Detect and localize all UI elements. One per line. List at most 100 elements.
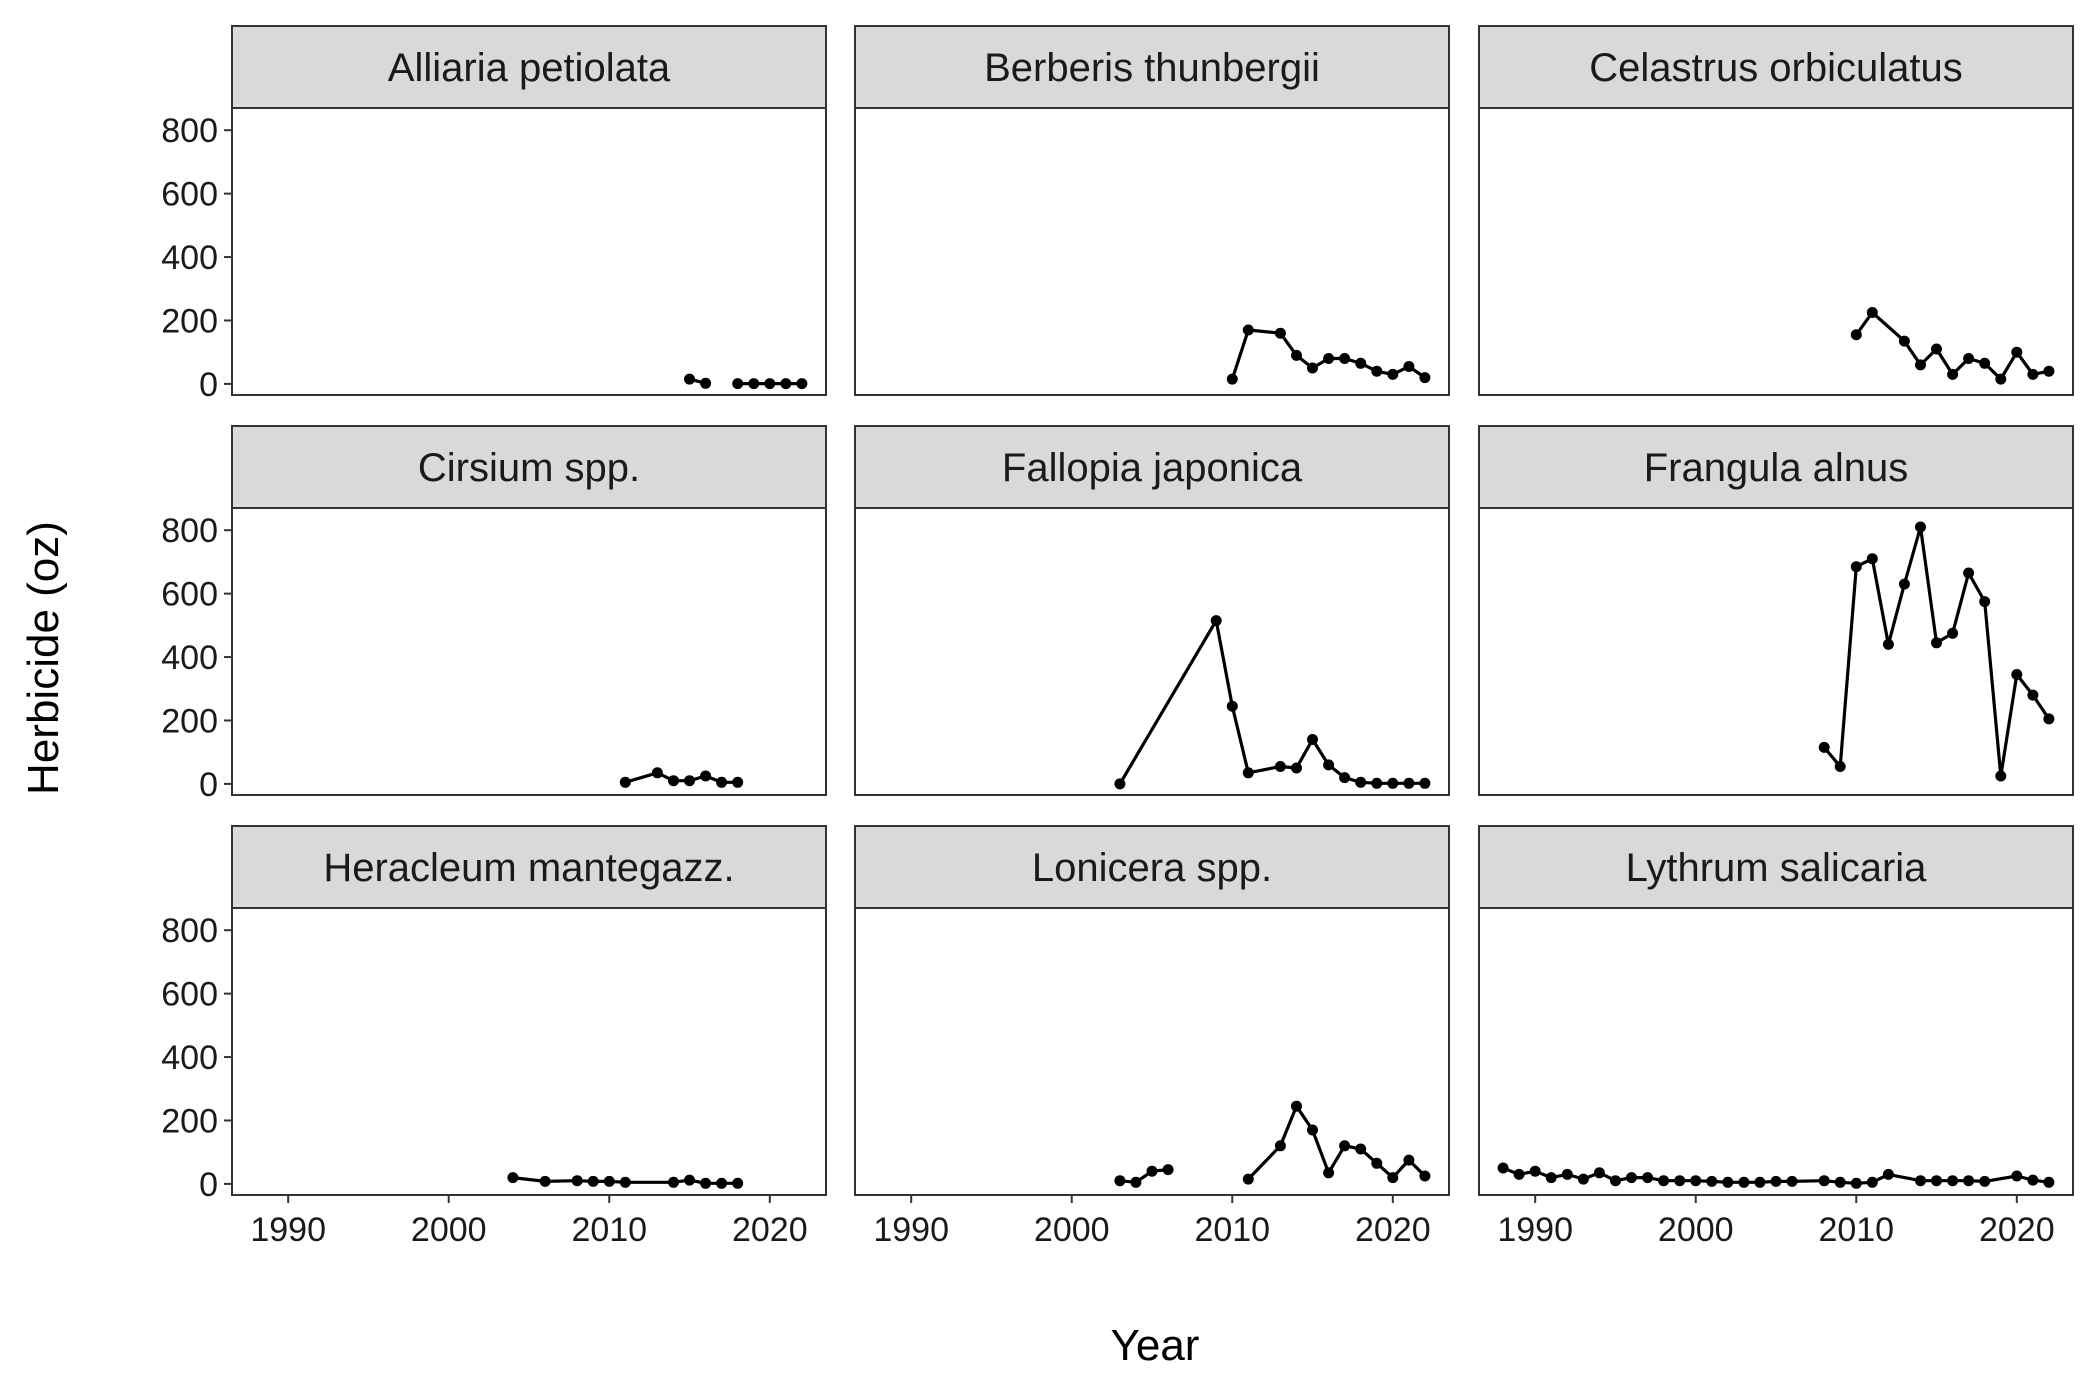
data-point	[1545, 1172, 1557, 1184]
data-point	[1882, 1168, 1894, 1180]
panel-frame	[231, 507, 827, 796]
panel-frame	[1478, 507, 2074, 796]
data-point	[1419, 1170, 1431, 1182]
data-point	[1242, 1173, 1254, 1185]
data-point	[1674, 1175, 1686, 1187]
data-point	[668, 1176, 679, 1188]
x-tick-label: 1990	[1497, 1211, 1573, 1249]
data-point	[1850, 1177, 1862, 1189]
data-point	[1898, 335, 1910, 347]
data-point	[1979, 596, 1991, 608]
y-tick-label: 400	[161, 639, 218, 677]
data-point	[1915, 521, 1926, 533]
data-point	[796, 378, 808, 390]
data-point	[1242, 324, 1254, 336]
panel-title: Heracleum mantegazz.	[323, 846, 734, 890]
data-point	[2043, 365, 2055, 377]
data-point	[732, 1177, 744, 1189]
y-tick-label: 400	[161, 239, 218, 277]
data-point	[1963, 353, 1975, 364]
x-tick-label: 2000	[1658, 1211, 1734, 1249]
panel-title: Frangula alnus	[1644, 446, 1909, 490]
data-point	[1130, 1176, 1142, 1188]
data-point	[571, 1175, 583, 1187]
data-point	[1242, 767, 1254, 779]
x-tick-label: 1990	[873, 1211, 949, 1249]
x-tick-label: 2000	[1034, 1211, 1110, 1249]
data-point	[1307, 362, 1318, 374]
data-point	[1226, 700, 1238, 712]
panel-lythrum-salicaria: Lythrum salicaria 1990 2000 2010 2020	[1478, 825, 2074, 1249]
panel-frame	[1478, 907, 2074, 1196]
data-point	[1947, 1175, 1959, 1187]
panel-frangula-alnus: Frangula alnus	[1478, 425, 2074, 796]
data-point	[539, 1175, 551, 1187]
data-point	[684, 775, 695, 787]
data-point	[1915, 1175, 1926, 1187]
x-tick-label: 2020	[1355, 1211, 1431, 1249]
data-point	[2043, 1176, 2055, 1188]
data-point	[1866, 553, 1878, 565]
data-point	[2011, 1170, 2023, 1182]
y-tick-label: 200	[161, 1102, 218, 1140]
x-tick-label: 2000	[411, 1211, 487, 1249]
data-point	[1995, 373, 2007, 385]
data-point	[2011, 346, 2023, 358]
data-point	[1339, 1140, 1351, 1152]
panel-frame	[231, 107, 827, 396]
data-point	[1834, 761, 1846, 772]
data-point	[1834, 1176, 1846, 1188]
panel-title: Lythrum salicaria	[1626, 846, 1928, 890]
y-tick-label: 200	[161, 702, 218, 740]
data-point	[1114, 1175, 1126, 1187]
y-tick-label: 600	[161, 576, 218, 614]
data-point	[1274, 761, 1286, 772]
panel-title: Berberis thunbergii	[984, 46, 1320, 90]
series-line	[1118, 1167, 1170, 1184]
data-point	[1754, 1176, 1766, 1188]
data-point	[1387, 777, 1399, 789]
x-tick-label: 2010	[571, 1211, 647, 1249]
data-point	[1403, 361, 1415, 372]
data-point	[1931, 1175, 1942, 1187]
data-point	[2027, 689, 2039, 701]
x-tick-label: 2020	[1979, 1211, 2055, 1249]
data-point	[619, 776, 631, 788]
y-tick-label: 800	[161, 912, 218, 950]
data-point	[1307, 1124, 1318, 1136]
panel-strip	[854, 25, 1450, 109]
panel-frame	[1478, 107, 2074, 396]
data-point	[507, 1172, 519, 1184]
data-point	[1931, 343, 1942, 355]
y-tick-label: 200	[161, 302, 218, 340]
panels-layer: Alliaria petiolata 0 200 400 600 800 Berberis …	[161, 25, 2074, 1249]
panel-cirsium-spp: Cirsium spp. 0 200 400 600 800	[161, 425, 827, 804]
data-point	[1931, 637, 1942, 649]
panel-title: Cirsium spp.	[418, 446, 640, 490]
data-point	[1387, 368, 1399, 380]
panel-celastrus-orbiculatus: Celastrus orbiculatus	[1478, 25, 2074, 396]
data-point	[1162, 1164, 1174, 1176]
panel-lonicera-spp: Lonicera spp. 1990 2000 2010 2020	[854, 825, 1450, 1249]
panel-strip	[231, 25, 827, 109]
panel-frame	[854, 507, 1450, 796]
data-point	[764, 378, 776, 390]
panel-heracleum-mantegazz: Heracleum mantegazz. 0 200 400 600 800 1990 200…	[161, 825, 827, 1249]
data-point	[1403, 1154, 1415, 1166]
data-point	[1355, 1143, 1367, 1155]
data-point	[1979, 357, 1991, 369]
series-line	[1246, 1104, 1427, 1181]
data-point	[1371, 365, 1383, 377]
data-point	[1577, 1173, 1589, 1185]
panel-alliaria-petiolata: Alliaria petiolata 0 200 400 600 800	[161, 25, 827, 404]
data-point	[1274, 1140, 1286, 1152]
data-point	[1818, 1175, 1830, 1187]
panel-title: Celastrus orbiculatus	[1589, 46, 1963, 90]
data-point	[1387, 1172, 1399, 1184]
data-point	[1658, 1175, 1670, 1187]
panel-strip	[854, 825, 1450, 909]
data-point	[1786, 1175, 1798, 1187]
data-point	[1690, 1175, 1702, 1187]
data-point	[1898, 578, 1910, 590]
